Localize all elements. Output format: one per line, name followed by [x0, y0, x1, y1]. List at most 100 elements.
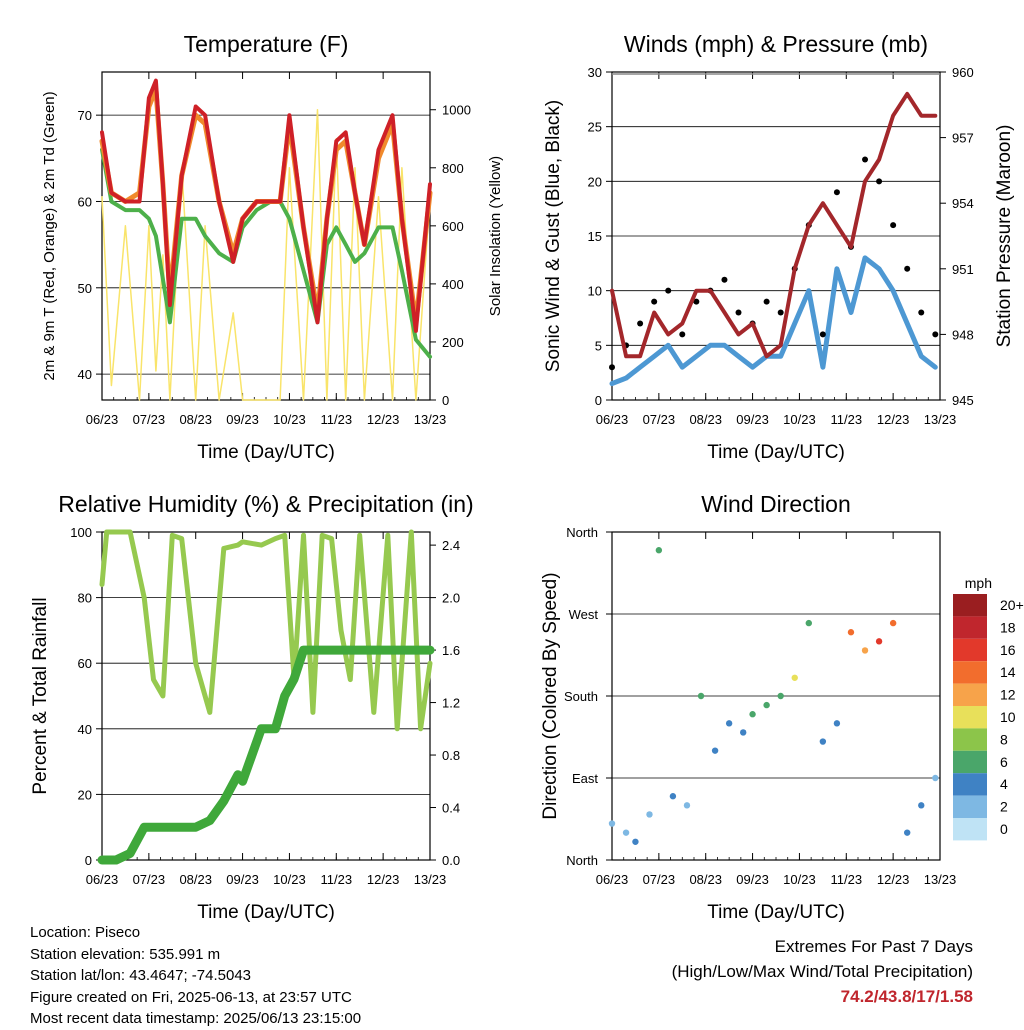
colorbar-unit: mph — [965, 575, 992, 591]
y-right-axis-label: Solar Insolation (Yellow) — [487, 156, 504, 316]
x-tick-label: 07/23 — [133, 872, 166, 887]
gust-point — [932, 331, 939, 338]
y-tick-label: 20 — [78, 787, 92, 802]
chart-title: Wind Direction — [701, 491, 851, 517]
gust-point — [833, 189, 840, 196]
y-right-tick-label: 1.2 — [442, 696, 460, 711]
pressure-line — [610, 91, 938, 359]
y-axis-label: Direction (Colored By Speed) — [540, 572, 561, 819]
y-right-tick-label: 1.6 — [442, 643, 460, 658]
direction-point — [711, 747, 719, 754]
direction-point — [847, 629, 855, 636]
x-tick-label: 12/23 — [877, 412, 910, 427]
colorbar-swatch — [953, 594, 987, 617]
y-tick-label: 40 — [78, 367, 92, 382]
latlon-label: Station lat/lon: 43.4647; -74.5043 — [30, 967, 252, 984]
y-axis-label: 2m & 9m T (Red, Orange) & 2m Td (Green) — [41, 91, 58, 380]
y-right-tick-label: 200 — [442, 335, 464, 350]
x-tick-label: 13/23 — [414, 412, 447, 427]
gust-point — [918, 309, 925, 316]
rh-line — [99, 529, 433, 732]
plot-frame — [611, 531, 941, 861]
y-right-tick-label: 957 — [952, 131, 974, 146]
recent-timestamp-label: Most recent data timestamp: 2025/06/13 2… — [30, 1010, 362, 1027]
x-tick-label: 10/23 — [273, 412, 306, 427]
chart-title: Winds (mph) & Pressure (mb) — [624, 31, 928, 57]
colorbar-swatch — [953, 616, 987, 639]
y-right-tick-label: 2.0 — [442, 591, 460, 606]
y-tick-label: North — [566, 525, 598, 540]
x-tick-label: 06/23 — [596, 872, 629, 887]
colorbar-swatch — [953, 818, 987, 841]
y-tick-label: 5 — [595, 338, 602, 353]
colorbar-label: 18 — [1000, 619, 1016, 635]
station-info: Location: Piseco Station elevation: 535.… — [30, 922, 361, 1030]
x-tick-label: 13/23 — [924, 412, 957, 427]
x-tick-label: 13/23 — [924, 872, 957, 887]
created-label: Figure created on Fri, 2025-06-13, at 23… — [30, 988, 352, 1006]
extremes-title: Extremes For Past 7 Days — [774, 937, 973, 956]
gust-point — [862, 156, 869, 163]
x-tick-label: 07/23 — [643, 412, 676, 427]
direction-point — [777, 692, 784, 700]
y-right-tick-label: 1000 — [442, 103, 471, 118]
x-axis-label: Time (Day/UTC) — [707, 442, 845, 463]
x-tick-label: 12/23 — [877, 872, 910, 887]
direction-point — [875, 638, 883, 645]
x-tick-label: 12/23 — [367, 872, 400, 887]
x-axis-label: Time (Day/UTC) — [197, 442, 335, 463]
y-tick-label: West — [569, 607, 599, 622]
y-right-tick-label: 0 — [442, 393, 449, 408]
y-right-tick-label: 0.0 — [442, 853, 460, 868]
y-tick-label: North — [566, 853, 598, 868]
y-right-tick-label: 400 — [442, 277, 464, 292]
x-tick-label: 11/23 — [830, 412, 862, 427]
direction-point — [904, 829, 911, 836]
direction-point — [791, 674, 798, 681]
x-tick-label: 06/23 — [596, 412, 629, 427]
y-tick-label: 20 — [588, 174, 602, 189]
y-tick-label: 40 — [78, 722, 92, 737]
direction-point — [669, 793, 677, 800]
x-tick-label: 10/23 — [783, 412, 816, 427]
colorbar-label: 4 — [1000, 776, 1008, 792]
y-tick-label: 0 — [595, 393, 602, 408]
gust-point — [665, 287, 672, 294]
direction-point — [697, 692, 705, 700]
gust-point — [609, 364, 615, 371]
y-tick-label: 60 — [78, 194, 92, 209]
gust-point — [693, 298, 700, 305]
y-axis-label: Percent & Total Rainfall — [30, 597, 51, 794]
x-tick-label: 08/23 — [179, 872, 212, 887]
direction-point — [608, 820, 616, 827]
y-tick-label: 25 — [588, 120, 602, 135]
y-tick-label: 0 — [85, 853, 92, 868]
y-right-tick-label: 0.8 — [442, 748, 460, 763]
x-tick-label: 09/23 — [736, 412, 769, 427]
x-tick-label: 08/23 — [179, 412, 212, 427]
y-right-tick-label: 945 — [952, 393, 974, 408]
y-right-tick-label: 951 — [952, 262, 974, 277]
direction-point — [683, 802, 691, 809]
direction-point — [622, 829, 630, 836]
direction-point — [889, 619, 897, 627]
colorbar-swatch — [953, 773, 987, 796]
y-right-tick-label: 960 — [952, 65, 974, 80]
direction-point — [805, 619, 812, 627]
gust-point — [890, 222, 897, 229]
gust-point — [819, 331, 826, 338]
gust-point — [876, 178, 883, 185]
elevation-label: Station elevation: 535.991 m — [30, 945, 221, 963]
direction-point — [749, 711, 756, 718]
direction-point — [918, 802, 925, 809]
colorbar-swatch — [953, 795, 987, 818]
x-tick-label: 11/23 — [830, 872, 862, 887]
y-tick-label: 50 — [78, 281, 92, 296]
colorbar-label: 16 — [1000, 642, 1016, 658]
y-tick-label: 100 — [70, 525, 92, 540]
direction-point — [819, 738, 827, 745]
x-tick-label: 07/23 — [133, 412, 166, 427]
colorbar-swatch — [953, 728, 987, 751]
extremes-values: 74.2/43.8/17/1.58 — [840, 987, 973, 1006]
gust-point — [777, 309, 784, 316]
